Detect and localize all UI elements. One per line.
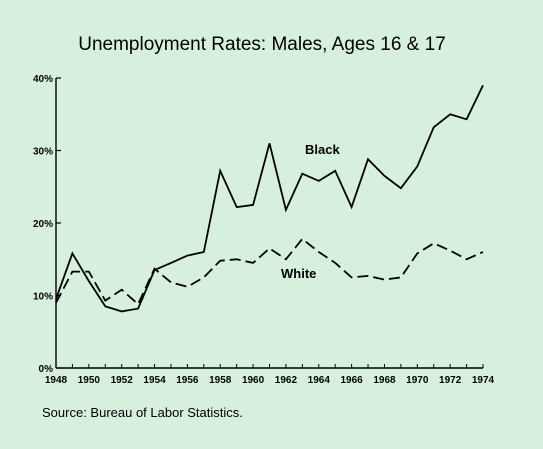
x-tick-label: 1948: [45, 375, 68, 386]
x-tick-label: 1970: [406, 375, 429, 386]
x-tick-label: 1956: [176, 375, 199, 386]
x-tick-label: 1974: [472, 375, 495, 386]
source-note: Source: Bureau of Labor Statistics.: [42, 405, 243, 420]
chart-title: Unemployment Rates: Males, Ages 16 & 17: [78, 34, 446, 55]
y-tick-label: 30%: [33, 147, 53, 158]
x-tick-label: 1972: [439, 375, 462, 386]
series-layer: [55, 84, 484, 313]
x-tick-label: 1952: [111, 375, 134, 386]
x-tick-label: 1964: [308, 375, 331, 386]
y-tick-label: 10%: [33, 292, 53, 303]
x-tick-label: 1968: [373, 375, 396, 386]
series-line-black: [55, 84, 484, 313]
x-tick-label: 1960: [242, 375, 265, 386]
x-tick-label: 1954: [143, 375, 166, 386]
x-tick-label: 1958: [209, 375, 232, 386]
series-label-white: White: [281, 266, 316, 281]
y-tick-label: 40%: [33, 74, 53, 85]
y-tick-label: 20%: [33, 219, 53, 230]
series-line-white: [55, 237, 484, 306]
x-tick-label: 1950: [78, 375, 101, 386]
x-tick-label: 1962: [275, 375, 298, 386]
series-label-black: Black: [305, 142, 340, 157]
plot-area: 0% 10% 20% 30% 40% 1948 1950 1952 1954 1956 1958 19…: [33, 74, 495, 386]
axis-ticks: 0% 10% 20% 30% 40% 1948 1950 1952 1954 1956 1958 19…: [33, 74, 495, 386]
y-tick-label: 0%: [39, 364, 54, 375]
x-tick-label: 1966: [340, 375, 363, 386]
